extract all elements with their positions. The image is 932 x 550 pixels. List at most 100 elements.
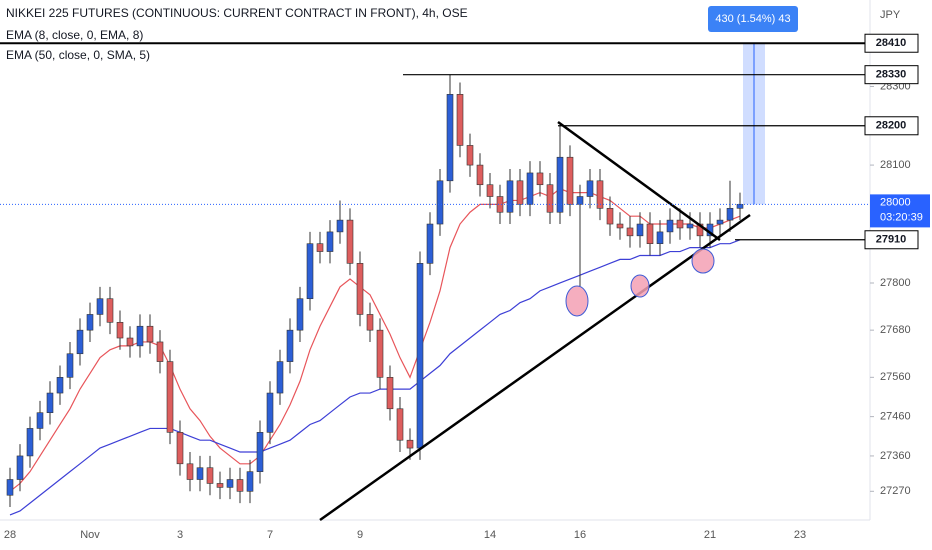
candle-body bbox=[266, 392, 274, 433]
countdown-label: 03:20:39 bbox=[880, 211, 923, 223]
level-box bbox=[864, 116, 919, 136]
candle-body bbox=[6, 479, 14, 496]
candle-body bbox=[576, 196, 584, 205]
level-box bbox=[864, 33, 919, 53]
x-tick-label: 21 bbox=[704, 529, 716, 541]
candle-body bbox=[346, 219, 354, 264]
level-label: 28330 bbox=[876, 69, 907, 81]
candle-body bbox=[496, 196, 504, 213]
candle-body bbox=[546, 184, 554, 213]
candle-body bbox=[656, 231, 664, 244]
candle-body bbox=[566, 156, 574, 205]
candle-body bbox=[156, 341, 164, 362]
y-tick-label: 27800 bbox=[880, 277, 911, 289]
candle-body bbox=[376, 329, 384, 378]
candle-body bbox=[236, 479, 244, 492]
candle-body bbox=[516, 180, 524, 205]
plot bbox=[6, 74, 744, 516]
candle-body bbox=[616, 223, 624, 229]
candle-body bbox=[276, 361, 284, 394]
x-tick-label: 14 bbox=[484, 529, 496, 541]
last-price-box bbox=[870, 194, 930, 228]
chart-title: NIKKEI 225 FUTURES (CONTINUOUS: CURRENT … bbox=[6, 6, 468, 20]
candle-body bbox=[716, 219, 724, 225]
candle-body bbox=[356, 263, 364, 315]
ema-line bbox=[9, 239, 741, 516]
marker-circle bbox=[565, 285, 589, 317]
candle-body bbox=[226, 479, 234, 488]
x-tick-label: Nov bbox=[80, 529, 100, 541]
candle-body bbox=[506, 180, 514, 213]
candle-body bbox=[416, 263, 424, 449]
candle-body bbox=[296, 298, 304, 331]
candle-body bbox=[56, 377, 64, 394]
x-tick-label: 3 bbox=[177, 529, 183, 541]
candle-body bbox=[186, 463, 194, 480]
candle-body bbox=[166, 361, 174, 433]
candle-body bbox=[676, 219, 684, 229]
marker-circle bbox=[691, 248, 715, 274]
x-tick-label: 9 bbox=[357, 529, 363, 541]
candle-body bbox=[106, 298, 114, 323]
support-trendline bbox=[319, 213, 751, 522]
candle-body bbox=[586, 180, 594, 197]
candle-body bbox=[246, 471, 254, 492]
candle-body bbox=[36, 412, 44, 429]
candle-body bbox=[606, 208, 614, 225]
y-tick-label: 27270 bbox=[880, 485, 911, 497]
candle-body bbox=[386, 377, 394, 410]
candle-body bbox=[16, 455, 24, 480]
candle-body bbox=[76, 329, 84, 355]
candle-body bbox=[666, 219, 674, 233]
candle-body bbox=[96, 298, 104, 315]
candle-body bbox=[86, 314, 94, 331]
y-tick-label: 27360 bbox=[880, 450, 911, 462]
candle-body bbox=[556, 156, 564, 213]
candle-body bbox=[426, 223, 434, 264]
resistance-trendline bbox=[557, 120, 721, 242]
y-tick-label: 27560 bbox=[880, 371, 911, 383]
candle-body bbox=[126, 337, 134, 347]
candle-body bbox=[626, 227, 634, 237]
marker-circle bbox=[630, 274, 650, 298]
x-tick-label: 23 bbox=[794, 529, 806, 541]
level-label: 27910 bbox=[876, 234, 907, 246]
candle-body bbox=[366, 314, 374, 331]
indicator-label: EMA (8, close, 0, EMA, 8) bbox=[6, 28, 143, 42]
candle-body bbox=[486, 184, 494, 197]
candle-body bbox=[136, 325, 144, 347]
candle-body bbox=[256, 432, 264, 472]
candle-body bbox=[406, 439, 414, 449]
y-tick-label: 27460 bbox=[880, 411, 911, 423]
level-box bbox=[864, 230, 919, 250]
measure-box bbox=[708, 6, 798, 32]
candle-body bbox=[396, 408, 404, 441]
candle-body bbox=[176, 432, 184, 465]
candle-body bbox=[286, 329, 294, 362]
candle-body bbox=[316, 243, 324, 252]
candle-body bbox=[536, 172, 544, 186]
candle-body bbox=[686, 223, 694, 229]
candle-body bbox=[66, 353, 74, 378]
candle-body bbox=[26, 428, 34, 457]
x-tick-label: 16 bbox=[574, 529, 586, 541]
candle-body bbox=[146, 325, 154, 343]
candle-body bbox=[636, 223, 644, 237]
x-tick-label: 7 bbox=[267, 529, 273, 541]
candle-body bbox=[206, 467, 214, 484]
candle-body bbox=[446, 94, 454, 182]
candle-body bbox=[306, 243, 314, 300]
candle-body bbox=[726, 208, 734, 221]
indicator-label: EMA (50, close, 0, SMA, 5) bbox=[6, 48, 150, 62]
last-price-label: 28000 bbox=[880, 196, 911, 208]
candle-body bbox=[116, 321, 124, 339]
candle-body bbox=[196, 467, 204, 480]
candle-body bbox=[466, 145, 474, 166]
candle-body bbox=[476, 164, 484, 186]
candle-body bbox=[736, 204, 744, 209]
candle-body bbox=[336, 219, 344, 233]
candle-body bbox=[46, 392, 54, 413]
currency: JPY bbox=[880, 9, 901, 21]
